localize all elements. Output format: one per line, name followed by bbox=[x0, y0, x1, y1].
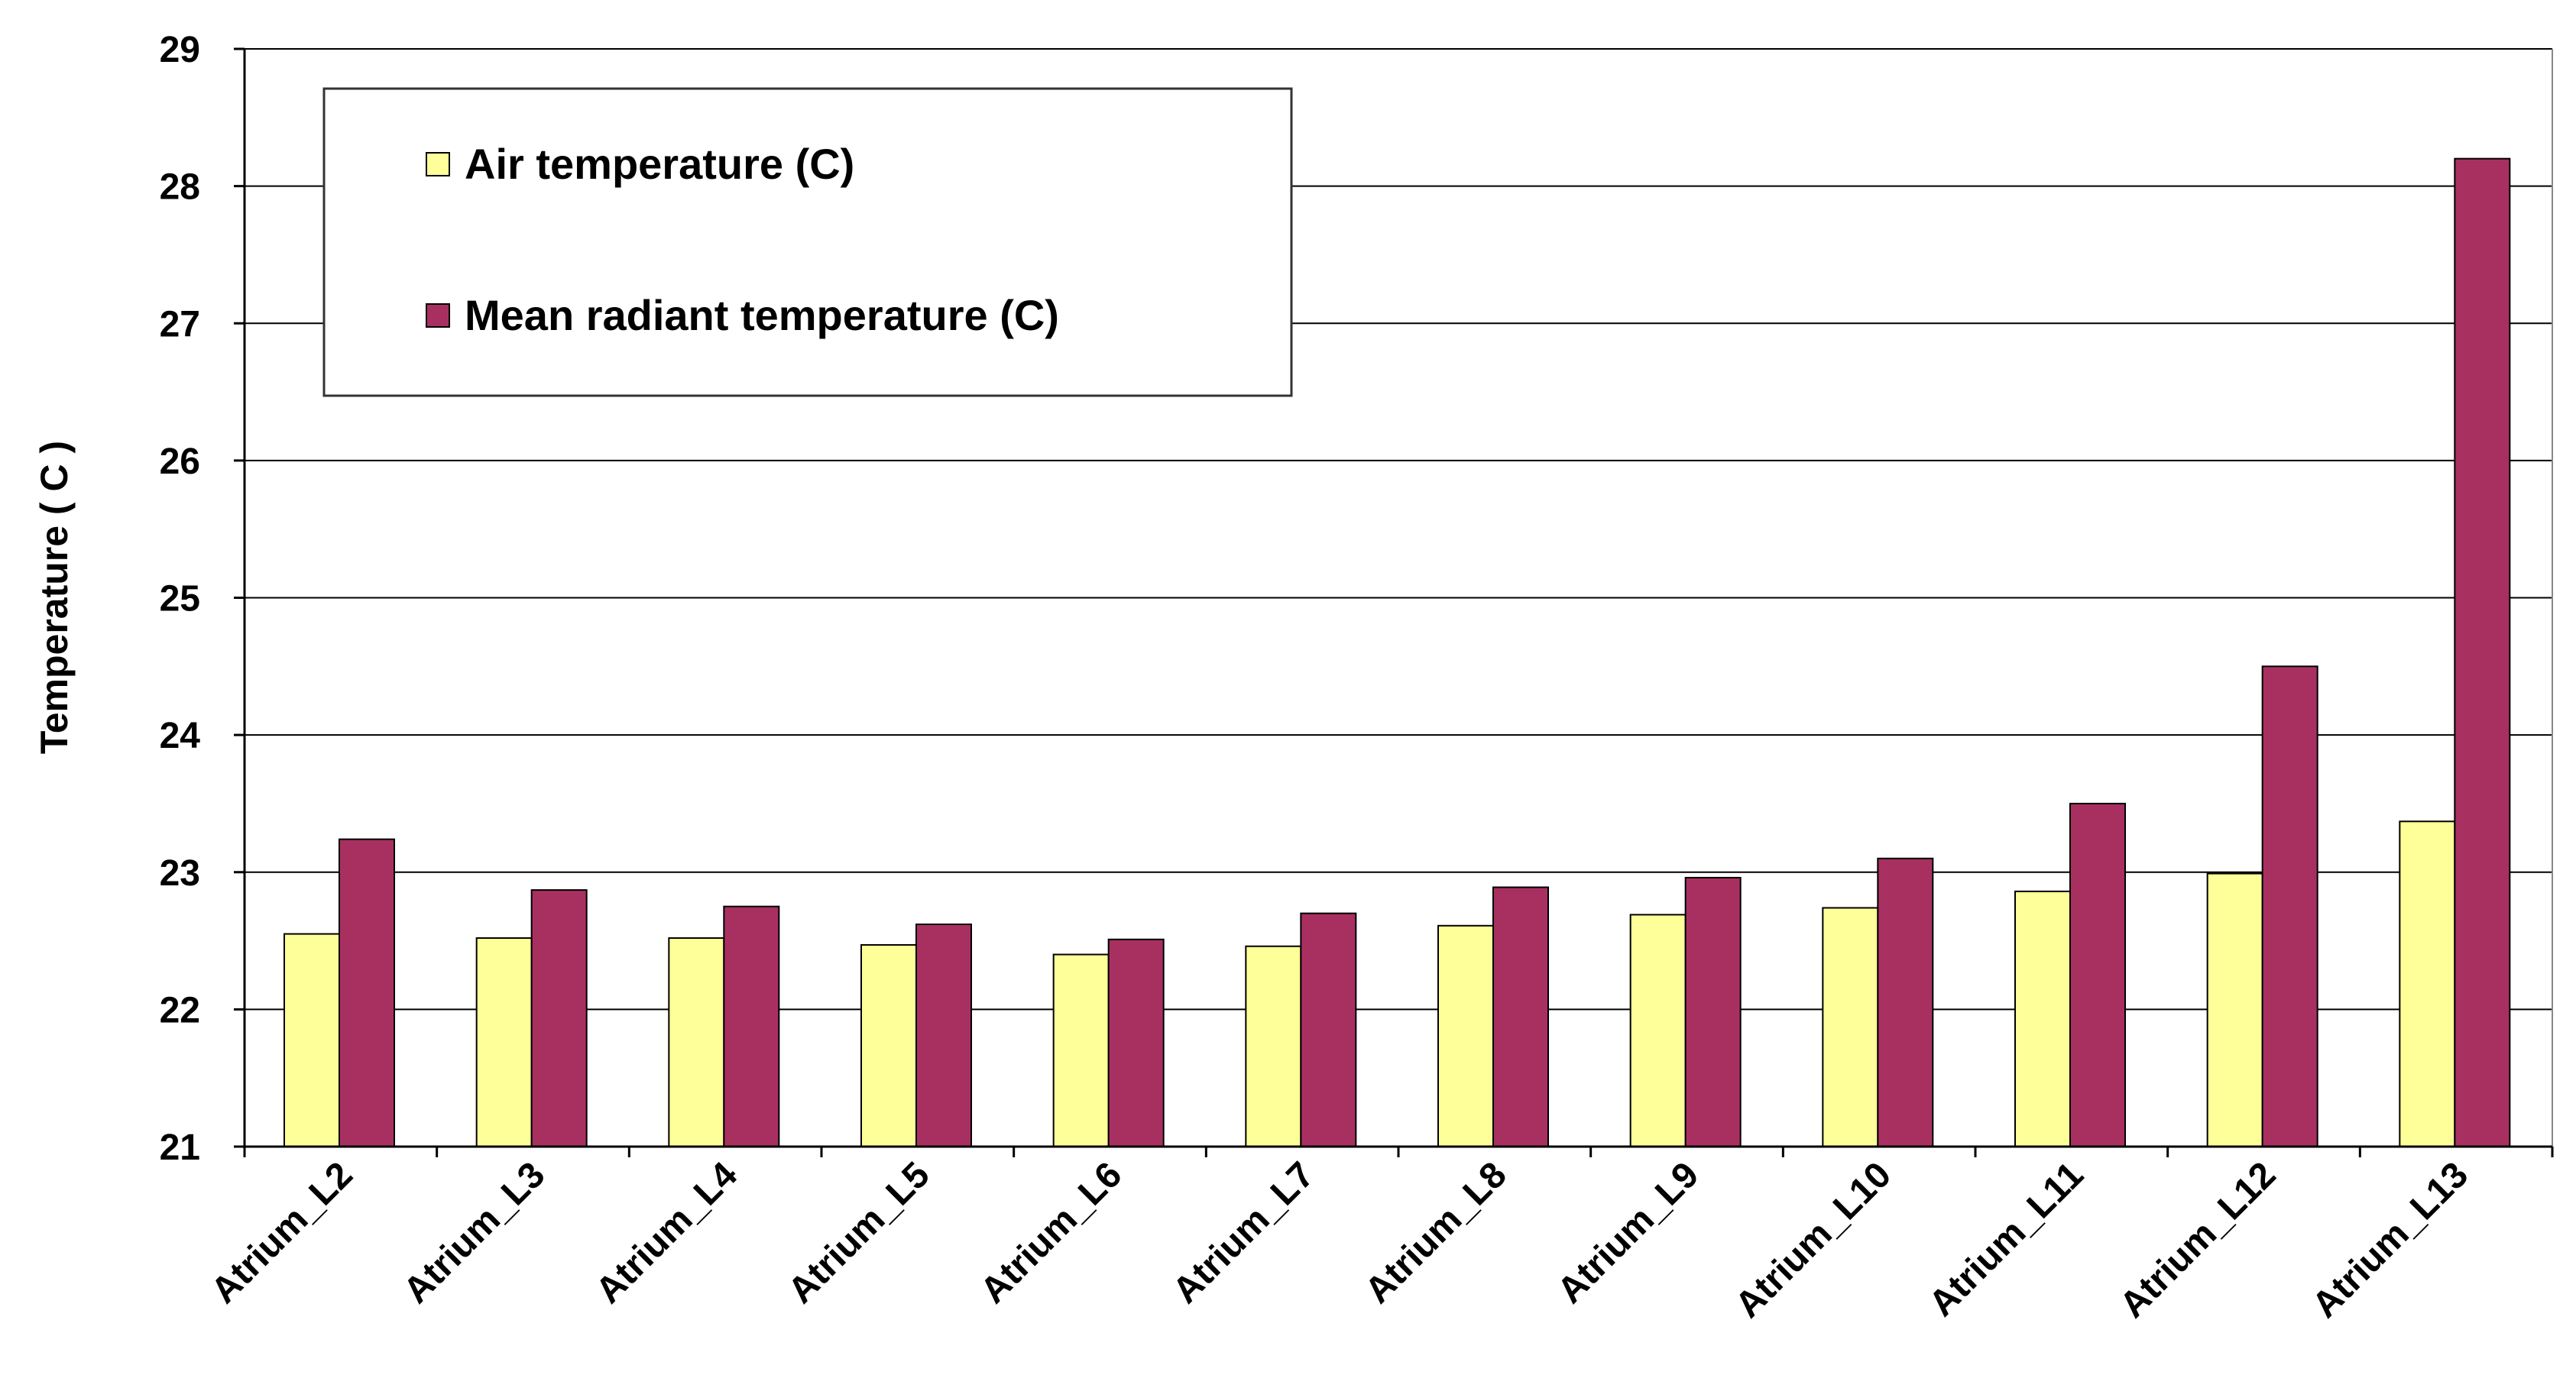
bar-air-temperature-atrium_l10 bbox=[1822, 907, 1879, 1147]
bar-mean-radiant-temperature-atrium_l9 bbox=[1684, 876, 1742, 1148]
bar-air-temperature-atrium_l11 bbox=[2014, 890, 2071, 1147]
bar-air-temperature-atrium_l2 bbox=[284, 933, 340, 1148]
y-tick-label: 28 bbox=[160, 167, 200, 208]
x-tick-label: Atrium_L3 bbox=[396, 1154, 552, 1311]
bar-air-temperature-atrium_l7 bbox=[1245, 945, 1302, 1148]
legend: Air temperature (C) Mean radiant tempera… bbox=[322, 87, 1293, 397]
y-tick-label: 23 bbox=[160, 853, 200, 894]
legend-label-mean-radiant-temperature: Mean radiant temperature (C) bbox=[465, 291, 1059, 339]
x-tick-label: Atrium_L11 bbox=[1921, 1154, 2091, 1324]
y-tick-label: 22 bbox=[160, 990, 200, 1030]
y-tick-label: 24 bbox=[160, 716, 201, 756]
bar-mean-radiant-temperature-atrium_l8 bbox=[1492, 886, 1549, 1148]
x-tick-label: Atrium_L8 bbox=[1357, 1154, 1514, 1311]
legend-box bbox=[322, 87, 1293, 397]
gridlines bbox=[245, 48, 2552, 1011]
x-tick-label: Atrium_L12 bbox=[2112, 1154, 2283, 1325]
bar-mean-radiant-temperature-atrium_l12 bbox=[2261, 665, 2318, 1147]
x-tick-label: Atrium_L4 bbox=[588, 1154, 746, 1312]
bar-air-temperature-atrium_l13 bbox=[2399, 820, 2456, 1147]
x-tick-labels: Atrium_L2 Atrium_L3 Atrium_L4 Atrium_L5 Atri… bbox=[203, 1154, 2476, 1325]
x-tick-label: Atrium_L9 bbox=[1550, 1154, 1706, 1311]
bar-mean-radiant-temperature-atrium_l3 bbox=[530, 889, 588, 1147]
axes bbox=[234, 47, 2554, 1157]
y-tick-label: 25 bbox=[160, 579, 200, 620]
bar-mean-radiant-temperature-atrium_l6 bbox=[1107, 938, 1165, 1147]
bar-mean-radiant-temperature-atrium_l4 bbox=[723, 905, 780, 1147]
legend-swatch-air-temperature bbox=[426, 152, 450, 176]
y-tick-label: 29 bbox=[160, 30, 200, 70]
bar-mean-radiant-temperature-atrium_l7 bbox=[1300, 912, 1357, 1147]
bar-air-temperature-atrium_l9 bbox=[1629, 914, 1687, 1147]
y-tick-label: 26 bbox=[160, 442, 200, 482]
bar-air-temperature-atrium_l4 bbox=[668, 937, 725, 1147]
bar-air-temperature-atrium_l5 bbox=[860, 943, 917, 1148]
y-tick-label: 21 bbox=[160, 1128, 200, 1168]
x-tick-label: Atrium_L6 bbox=[973, 1154, 1129, 1311]
bar-mean-radiant-temperature-atrium_l10 bbox=[1877, 857, 1934, 1147]
bar-mean-radiant-temperature-atrium_l5 bbox=[915, 924, 972, 1147]
bar-mean-radiant-temperature-atrium_l2 bbox=[339, 838, 395, 1147]
bar-air-temperature-atrium_l3 bbox=[475, 937, 533, 1147]
x-tick-label: Atrium_L13 bbox=[2305, 1154, 2476, 1325]
legend-swatch-mean-radiant-temperature bbox=[426, 303, 450, 328]
x-tick-label: Atrium_L7 bbox=[1165, 1154, 1322, 1311]
bar-air-temperature-atrium_l8 bbox=[1437, 924, 1494, 1147]
bar-mean-radiant-temperature-atrium_l13 bbox=[2454, 157, 2511, 1148]
bar-air-temperature-atrium_l6 bbox=[1052, 953, 1110, 1148]
bar-mean-radiant-temperature-atrium_l11 bbox=[2069, 802, 2126, 1147]
x-tick-label: Atrium_L2 bbox=[203, 1154, 360, 1311]
y-tick-label: 27 bbox=[160, 304, 200, 345]
y-axis-label: Temperature ( C ) bbox=[33, 441, 76, 754]
x-tick-label: Atrium_L5 bbox=[780, 1154, 937, 1311]
bar-air-temperature-atrium_l12 bbox=[2206, 872, 2263, 1147]
legend-label-air-temperature: Air temperature (C) bbox=[465, 140, 854, 188]
x-tick-label: Atrium_L10 bbox=[1728, 1154, 1899, 1325]
y-tick-labels: 21 22 23 24 25 26 27 28 29 bbox=[160, 30, 201, 1168]
bars bbox=[284, 157, 2511, 1148]
